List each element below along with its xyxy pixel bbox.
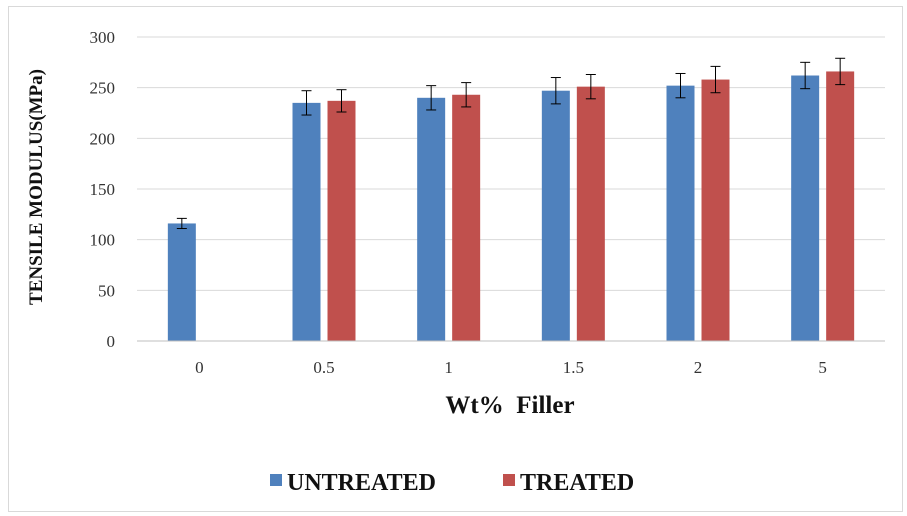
- bar-untreated-0.5: [292, 102, 321, 341]
- error-bar-untreated-0: [176, 217, 187, 230]
- legend-swatch: [270, 474, 282, 486]
- x-tick-label: 0: [195, 358, 204, 377]
- error-bar-treated-1: [461, 82, 472, 108]
- legend-label: TREATED: [520, 470, 634, 496]
- error-bar-treated-2: [710, 65, 721, 94]
- x-tick-label: 1: [444, 358, 453, 377]
- bar-untreated-1: [417, 97, 446, 341]
- bar-treated-1: [452, 94, 481, 341]
- x-tick-label: 0.5: [313, 358, 334, 377]
- x-tick-label: 5: [818, 358, 827, 377]
- x-tick-label: 1.5: [563, 358, 584, 377]
- legend-swatch: [503, 474, 515, 486]
- legend-item-treated: TREATED: [503, 470, 634, 496]
- y-tick-label: 200: [90, 129, 116, 148]
- legend-label: UNTREATED: [287, 470, 436, 496]
- grid-lines: [137, 36, 885, 291]
- error-bar-treated-5: [835, 57, 846, 86]
- y-tick-label: 0: [107, 332, 116, 351]
- error-bars: [176, 57, 846, 230]
- bar-treated-5: [826, 71, 855, 341]
- legend: UNTREATED TREATED: [270, 470, 634, 496]
- y-tick-label: 250: [90, 79, 116, 98]
- error-bar-untreated-1: [426, 85, 437, 111]
- x-tick-label: 2: [694, 358, 703, 377]
- error-bar-untreated-1.5: [550, 77, 561, 105]
- y-axis-title: TENSILE MODULUS(MPa): [26, 69, 47, 305]
- y-tick-label: 300: [90, 28, 116, 47]
- bar-untreated-0: [167, 223, 196, 341]
- y-tick-label: 50: [98, 281, 115, 300]
- error-bar-untreated-0.5: [301, 90, 312, 116]
- y-tick-label: 150: [90, 180, 116, 199]
- bar-untreated-5: [791, 75, 820, 342]
- legend-item-untreated: UNTREATED: [270, 470, 436, 496]
- bar-treated-1.5: [576, 86, 605, 341]
- y-axis-ticks: 0 50 100 150 200 250 300: [90, 28, 116, 351]
- bar-treated-0.5: [327, 100, 356, 341]
- bars: [167, 71, 855, 342]
- error-bar-untreated-5: [800, 61, 811, 90]
- x-axis-title: Wt% Filler: [445, 392, 574, 419]
- error-bar-treated-0.5: [336, 89, 347, 113]
- y-tick-label: 100: [90, 231, 116, 250]
- bar-treated-2: [701, 79, 730, 341]
- x-axis-ticks: 0 0.5 1 1.5 2 5: [195, 358, 827, 377]
- error-bar-untreated-2: [675, 72, 686, 99]
- bar-untreated-1.5: [541, 90, 570, 341]
- error-bar-treated-1.5: [585, 73, 596, 100]
- bar-untreated-2: [666, 85, 695, 341]
